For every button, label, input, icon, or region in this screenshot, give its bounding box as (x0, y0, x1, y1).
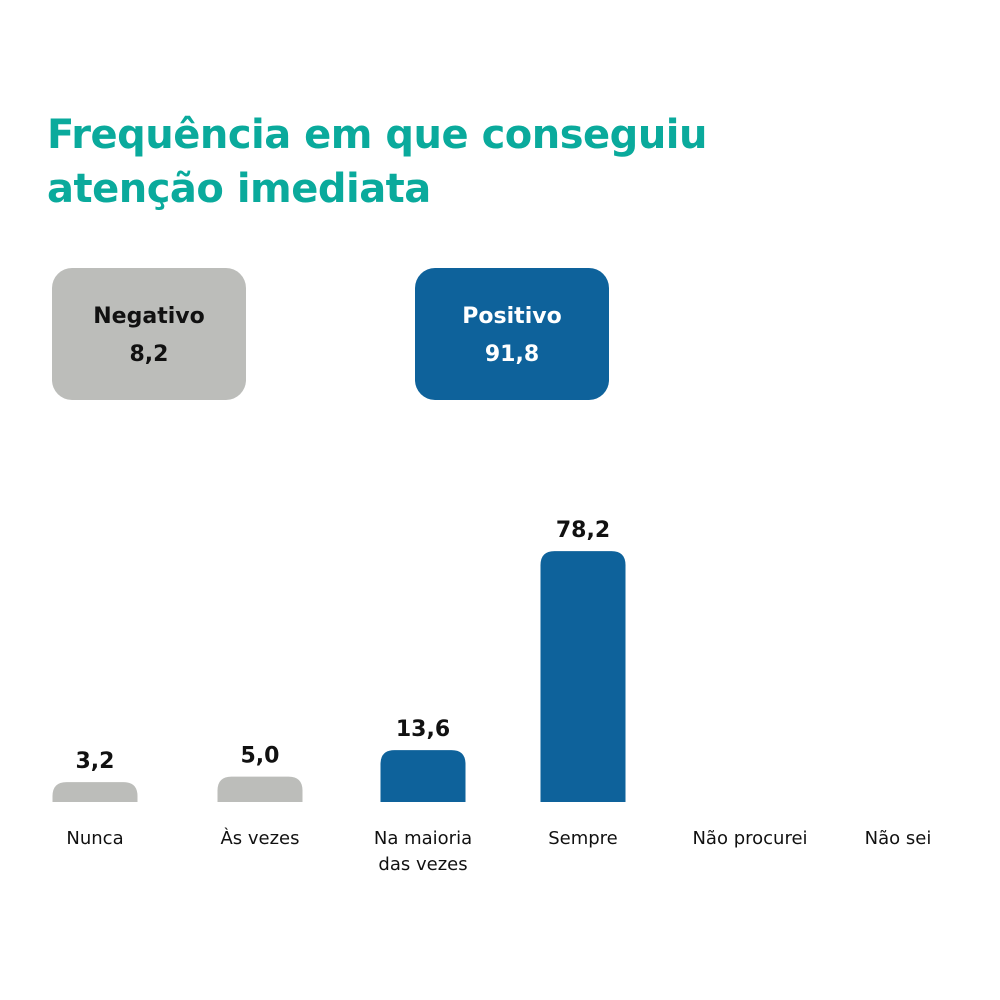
category-label: Às vezes (220, 828, 300, 849)
category-label: Não sei (864, 828, 932, 849)
positive-summary-box: Positivo 91,8 (415, 268, 609, 400)
positive-label: Positivo (462, 304, 562, 329)
bar (380, 750, 466, 802)
positive-value: 91,8 (484, 342, 540, 367)
negative-value: 8,2 (129, 342, 169, 367)
data-label: 5,0 (241, 744, 280, 769)
category-label: Nunca (66, 828, 124, 849)
category-label: Sempre (548, 828, 618, 849)
bar (52, 782, 138, 802)
data-label: 3,2 (76, 749, 115, 774)
bar (540, 551, 626, 802)
bar (217, 776, 303, 802)
chart-title: Frequência em que conseguiu atenção imed… (47, 112, 707, 212)
data-label: 78,2 (556, 518, 610, 543)
data-label: 13,6 (396, 717, 450, 742)
negative-summary-box: Negativo 8,2 (52, 268, 246, 400)
negative-label: Negativo (93, 304, 205, 329)
category-label: Na maioria das vezes (373, 828, 473, 875)
category-label: Não procurei (692, 828, 808, 849)
